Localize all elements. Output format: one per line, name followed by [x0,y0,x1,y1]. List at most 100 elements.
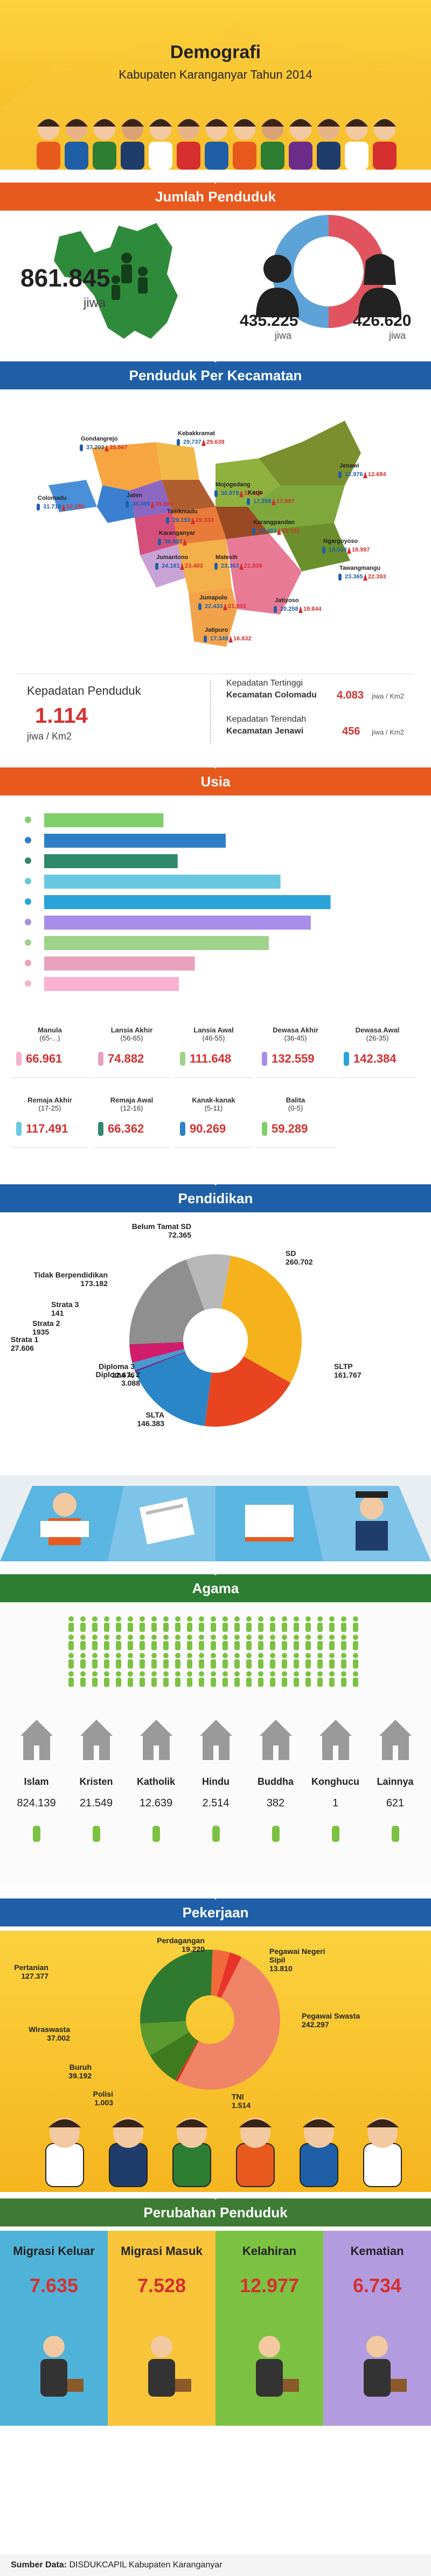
section-usia-title: Usia [200,773,231,790]
person-figure [104,1671,109,1687]
pagoda-icon [319,1720,352,1760]
female-icon [150,501,155,508]
female-icon [298,606,303,613]
age-divider [93,1147,171,1148]
people-illustration [37,118,397,170]
age-person-icon [180,1122,185,1136]
age-card: Kanak-kanak (5-11) 90.269 [175,1096,253,1155]
perubahan-value: 7.635 [29,2274,79,2296]
person-figure [68,1635,74,1650]
kecamatan-male-value: 37.203 [86,444,105,451]
age-person-icon [262,1052,267,1066]
age-range: (26-35) [366,1034,389,1042]
person-figure [234,1653,240,1669]
pekerjaan-label-value: 127.377 [21,1972,48,1980]
kecamatan-female-value: 21.838 [244,563,262,569]
person-figure [341,1671,346,1687]
female-icon [191,517,195,524]
person-figure [246,1671,252,1687]
person-figure [305,1671,311,1687]
pendidikan-label: Strata 3 141 [51,1300,132,1317]
person-figure [92,1635,98,1650]
kecamatan-female-value: 32.118 [244,490,262,497]
person-figure [341,1616,346,1632]
pekerjaan-label-name: Pegawai Negeri Sipil [269,1947,325,1964]
person-figure [163,1635,169,1650]
pekerjaan-label-value: 13.810 [269,1964,293,1973]
age-card: Lansia Awal (46-55) 111.648 [175,1026,253,1085]
person-figure [353,1653,358,1669]
age-card: Remaja Awal (12-16) 66.362 [93,1096,171,1155]
age-value: 66.961 [26,1052,62,1065]
age-person-icon [262,1122,267,1136]
donut-slice [177,1957,280,2090]
pekerjaan-label: Polisi 1.003 [43,2090,113,2107]
donut-slice [150,2032,198,2081]
age-bar [44,875,281,889]
agama-column: Hindu 2.514 [187,1714,244,1865]
kecamatan-male-value: 31.718 [43,504,61,510]
kecamatan-male-value: 17.388 [253,498,272,505]
age-label: Lansia Akhir [110,1026,153,1034]
age-card: Lansia Akhir (56-65) 74.882 [93,1026,171,1085]
perubahan-illustration [148,2336,191,2397]
pekerjaan-label-value: 1.003 [94,2098,113,2107]
pendidikan-label-value: 72.365 [168,1231,191,1239]
person-figure [329,1616,335,1632]
worker-figure [300,2118,338,2187]
age-label: Lansia Awal [193,1026,234,1034]
age-range: (5-11) [204,1104,223,1112]
person-figure [234,1616,240,1632]
kepadatan-value: 1.114 [35,704,88,728]
person-figure [294,1635,299,1650]
kecamatan-female-value: 19.844 [303,606,322,612]
agama-value: 12.639 [139,1797,173,1809]
donut-slice [129,1342,185,1363]
age-bar [44,957,195,971]
person-figure [211,1671,216,1687]
pekerjaan-section: Perdagangan 19.220 Pegawai Negeri Sipil 13.… [0,1931,431,2192]
perubahan-name: Migrasi Keluar [13,2244,95,2258]
pekerjaan-label-value: 242.297 [302,2020,329,2029]
male-icon [338,471,342,478]
female-icon [61,504,66,511]
person-figure [317,118,340,170]
agama-name: Buddha [258,1776,294,1787]
kepadatan-unit: jiwa / Km2 [27,731,72,742]
perubahan-name: Kematian [350,2244,404,2258]
pekerjaan-label: Pegawai Negeri Sipil 13.810 [269,1947,339,1973]
age-value: 90.269 [190,1122,226,1135]
age-divider [175,1147,253,1148]
person-figure [175,1616,180,1632]
kepadatan-low-value: 456 [342,725,360,737]
person-icon [92,1826,100,1842]
person-figure [294,1671,299,1687]
kecamatan-name: Tasikmadu [167,508,198,515]
person-figure [282,1616,287,1632]
kecamatan-female-value: 21.943 [228,603,246,610]
person-figure [270,1671,275,1687]
worker-figure [363,2118,402,2187]
kecamatan-name: Jatipuro [205,627,228,633]
agama-name: Lainnya [377,1776,414,1787]
age-value: 74.882 [108,1052,144,1065]
kecamatan-male-value: 23.363 [221,563,239,569]
male-icon [274,606,277,613]
kecamatan-male-value: 12.976 [345,471,363,478]
pendidikan-donut [129,1254,302,1427]
footer: Sumber Data: DISDUKCAPIL Kabupaten Karan… [0,2554,431,2576]
agama-name: Katholik [136,1776,175,1787]
person-figure [294,1653,299,1669]
person-figure [151,1671,157,1687]
pendidikan-label-name: SLTA [145,1411,164,1419]
footer-label: Sumber Data: [11,2560,67,2570]
donut-slice [175,2041,199,2081]
kecamatan-female-value: 16.832 [233,636,252,642]
kepadatan-high-value: 4.083 [337,689,364,701]
mosque-icon [20,1720,53,1760]
pendidikan-label: Diploma 1, 2 3.088 [59,1370,140,1387]
kecamatan-name: Jatiyoso [275,597,299,604]
donut-slice [129,1342,184,1346]
cathedral-icon [140,1720,172,1760]
person-icon [152,1826,160,1842]
